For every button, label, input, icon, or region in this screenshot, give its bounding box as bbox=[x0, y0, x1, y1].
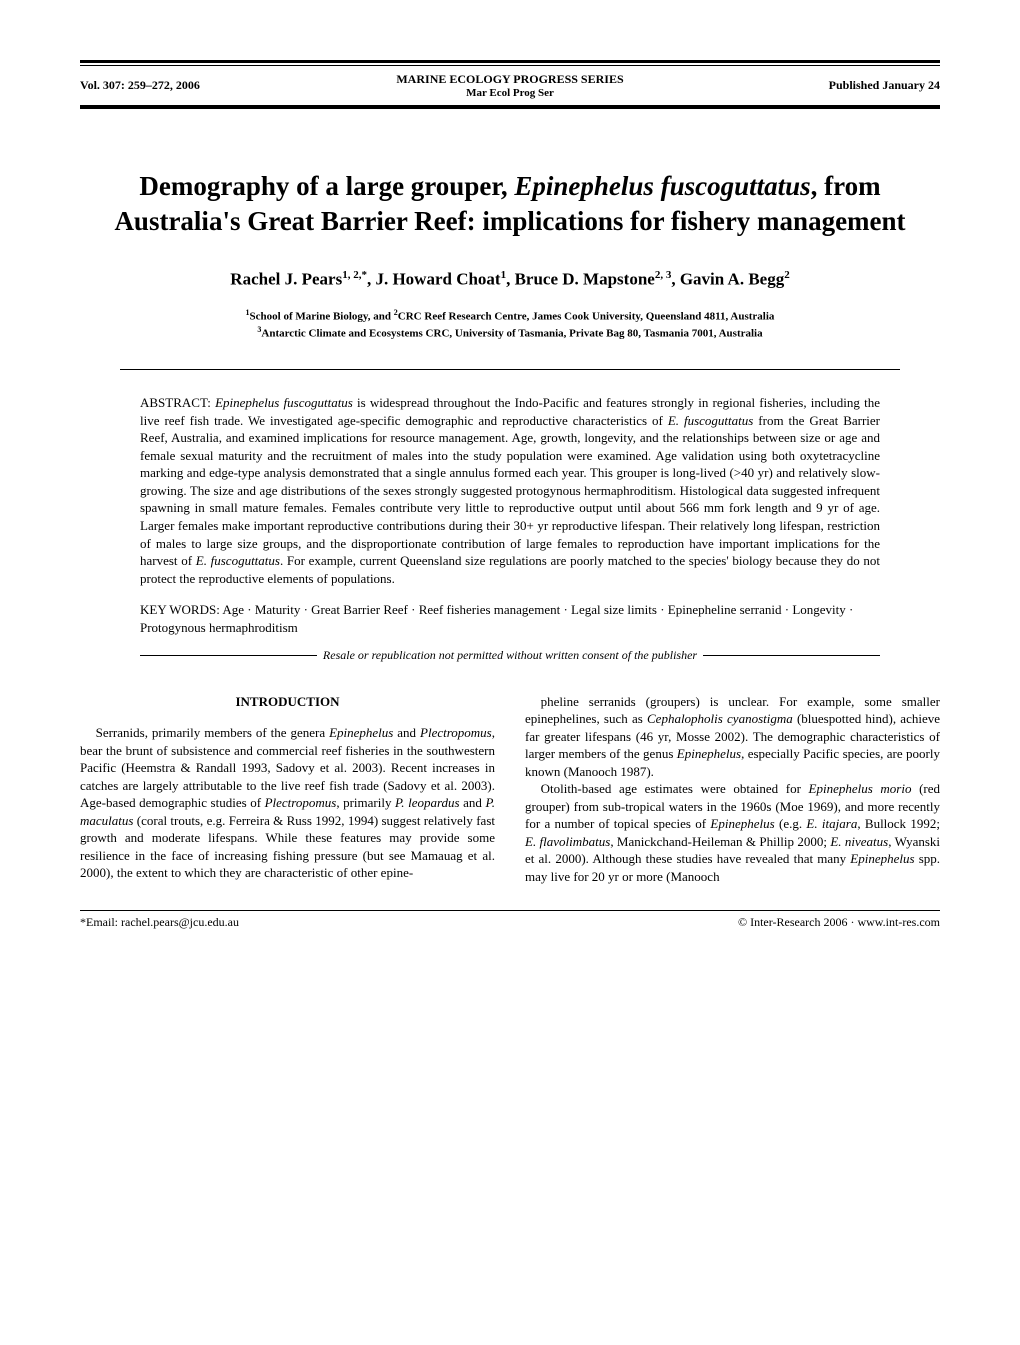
abs-sp2: E. fuscoguttatus bbox=[668, 413, 754, 428]
author-4: , Gavin A. Begg bbox=[671, 270, 784, 289]
ir-s1: Cephalopholis cyanostigma bbox=[647, 711, 793, 726]
il-t6: (coral trouts, e.g. Ferreira & Russ 1992… bbox=[80, 813, 495, 881]
body-columns: INTRODUCTION Serranids, primarily member… bbox=[80, 693, 940, 886]
affiliation-2: 3Antarctic Climate and Ecosystems CRC, U… bbox=[80, 325, 940, 340]
ir2-t5: , Manickchand-Heileman & Phillip 2000; bbox=[610, 834, 830, 849]
abs-sp3: E. fuscoguttatus bbox=[196, 553, 280, 568]
ir2-s1: Epinephelus morio bbox=[809, 781, 912, 796]
ir2-s5: E. niveatus bbox=[830, 834, 888, 849]
ir2-s6: Epinephelus bbox=[850, 851, 914, 866]
author-3-sup: 2, 3 bbox=[655, 269, 672, 281]
keywords-text: Age · Maturity · Great Barrier Reef · Re… bbox=[140, 602, 853, 635]
column-left: INTRODUCTION Serranids, primarily member… bbox=[80, 693, 495, 886]
ir2-s2: Epinephelus bbox=[710, 816, 774, 831]
volume-info: Vol. 307: 259–272, 2006 bbox=[80, 78, 367, 93]
resale-text: Resale or republication not permitted wi… bbox=[317, 648, 703, 663]
footer-copyright: © Inter-Research 2006 · www.int-res.com bbox=[738, 915, 940, 930]
abstract: ABSTRACT: Epinephelus fuscoguttatus is w… bbox=[140, 394, 880, 587]
keywords: KEY WORDS: Age · Maturity · Great Barrie… bbox=[140, 601, 880, 637]
top-rule-thick bbox=[80, 60, 940, 63]
ir2-s4: E. flavolimbatus bbox=[525, 834, 610, 849]
header-bottom-rule-thick bbox=[80, 106, 940, 109]
intro-right-p2: Otolith-based age estimates were obtaine… bbox=[525, 780, 940, 885]
journal-title: MARINE ECOLOGY PROGRESS SERIES bbox=[367, 72, 654, 87]
ir2-s3: E. itajara bbox=[806, 816, 857, 831]
il-t5: and bbox=[460, 795, 486, 810]
il-t4: , primarily bbox=[336, 795, 395, 810]
column-right: pheline serranids (groupers) is unclear.… bbox=[525, 693, 940, 886]
intro-right-p1: pheline serranids (groupers) is unclear.… bbox=[525, 693, 940, 781]
abs-t2: from the Great Barrier Reef, Australia, … bbox=[140, 413, 880, 568]
title-species: Epinephelus fuscoguttatus bbox=[514, 171, 810, 201]
ir2-t3: (e.g. bbox=[775, 816, 807, 831]
affil-2: Antarctic Climate and Ecosystems CRC, Un… bbox=[261, 327, 762, 339]
journal-header: Vol. 307: 259–272, 2006 MARINE ECOLOGY P… bbox=[80, 66, 940, 105]
il-s3: Plectropomus bbox=[265, 795, 337, 810]
author-4-sup: 2 bbox=[784, 269, 790, 281]
author-2: , J. Howard Choat bbox=[367, 270, 501, 289]
abs-sp1: Epinephelus fuscoguttatus bbox=[215, 395, 353, 410]
abstract-label: ABSTRACT: bbox=[140, 395, 215, 410]
il-s2: Plectropomus bbox=[420, 725, 492, 740]
journal-abbrev: Mar Ecol Prog Ser bbox=[367, 87, 654, 99]
il-t1: Serranids, primarily members of the gene… bbox=[96, 725, 329, 740]
affiliation-1: 1School of Marine Biology, and 2CRC Reef… bbox=[80, 308, 940, 323]
footer-email: *Email: rachel.pears@jcu.edu.au bbox=[80, 915, 239, 930]
authors-line: Rachel J. Pears1, 2,*, J. Howard Choat1,… bbox=[80, 269, 940, 290]
author-1-sup: 1, 2, bbox=[342, 269, 361, 281]
author-1: Rachel J. Pears bbox=[230, 270, 342, 289]
resale-rule-right bbox=[703, 655, 880, 656]
intro-left-p1: Serranids, primarily members of the gene… bbox=[80, 724, 495, 882]
resale-rule-left bbox=[140, 655, 317, 656]
il-t2: and bbox=[393, 725, 420, 740]
article-title: Demography of a large grouper, Epinephel… bbox=[80, 169, 940, 239]
publish-date: Published January 24 bbox=[653, 78, 940, 93]
author-3: , Bruce D. Mapstone bbox=[506, 270, 655, 289]
il-s1: Epinephelus bbox=[329, 725, 393, 740]
pre-abstract-rule bbox=[120, 369, 900, 370]
il-s4: P. leopardus bbox=[395, 795, 460, 810]
ir2-t1: Otolith-based age estimates were obtaine… bbox=[541, 781, 809, 796]
ir2-t4: , Bullock 1992; bbox=[857, 816, 940, 831]
title-pre: Demography of a large grouper, bbox=[139, 171, 514, 201]
affil-1a: School of Marine Biology, and bbox=[250, 311, 394, 323]
ir-s2: Epinephelus bbox=[677, 746, 741, 761]
affil-1b: CRC Reef Research Centre, James Cook Uni… bbox=[398, 311, 775, 323]
journal-title-block: MARINE ECOLOGY PROGRESS SERIES Mar Ecol … bbox=[367, 72, 654, 99]
resale-notice: Resale or republication not permitted wi… bbox=[140, 648, 880, 663]
footer: *Email: rachel.pears@jcu.edu.au © Inter-… bbox=[80, 911, 940, 930]
keywords-label: KEY WORDS: bbox=[140, 602, 222, 617]
intro-heading: INTRODUCTION bbox=[80, 693, 495, 711]
